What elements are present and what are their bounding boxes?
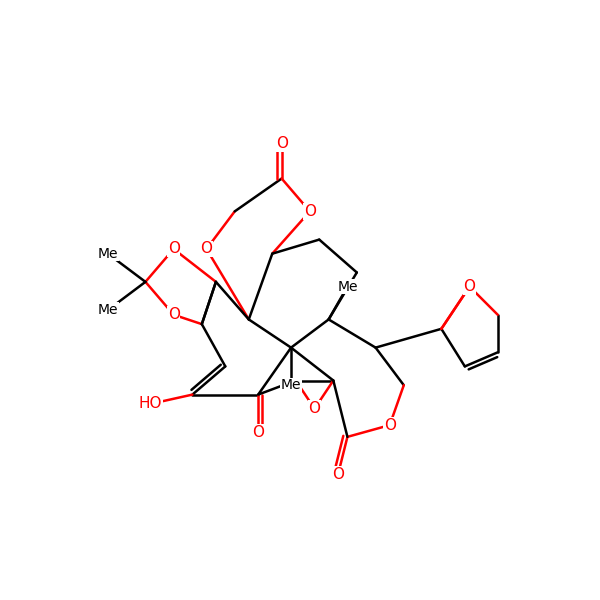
Text: Me: Me: [98, 247, 118, 260]
Text: Me: Me: [337, 280, 358, 293]
Text: O: O: [275, 136, 287, 151]
Text: O: O: [200, 241, 212, 256]
Text: O: O: [332, 467, 344, 482]
Text: O: O: [252, 425, 264, 440]
Text: O: O: [383, 418, 395, 433]
Text: O: O: [464, 279, 476, 294]
Text: O: O: [308, 401, 320, 416]
Text: Me: Me: [281, 378, 301, 392]
Text: O: O: [304, 204, 316, 219]
Text: O: O: [167, 307, 179, 322]
Text: HO: HO: [139, 397, 162, 412]
Text: Me: Me: [98, 303, 118, 317]
Text: O: O: [167, 241, 179, 256]
